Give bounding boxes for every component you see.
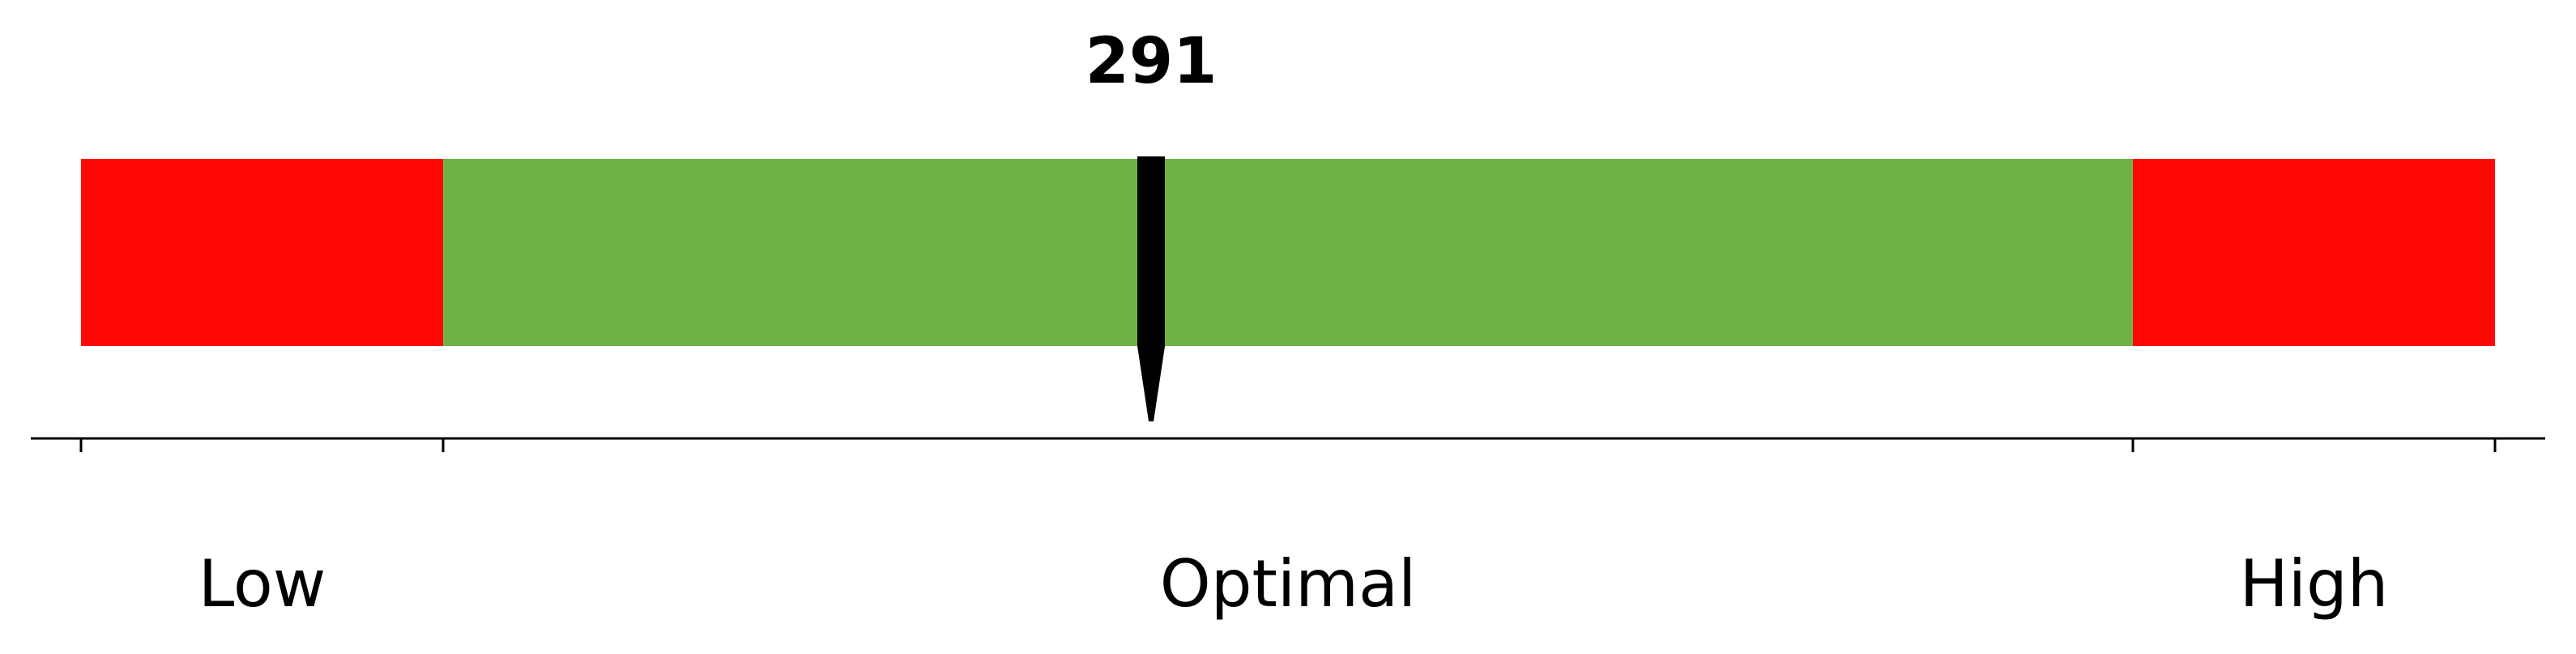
band-labels: Low Optimal High [198, 546, 2389, 622]
value-marker [1137, 156, 1166, 421]
range-bands [81, 159, 2495, 346]
band-label-optimal: Optimal [1160, 546, 1417, 622]
band-optimal [443, 159, 2133, 346]
axis-ticks [79, 438, 2497, 452]
band-label-low: Low [198, 546, 326, 622]
band-label-high: High [2240, 546, 2389, 622]
band-high [2133, 159, 2495, 346]
band-low [81, 159, 443, 346]
value-label: 291 [1085, 25, 1218, 98]
